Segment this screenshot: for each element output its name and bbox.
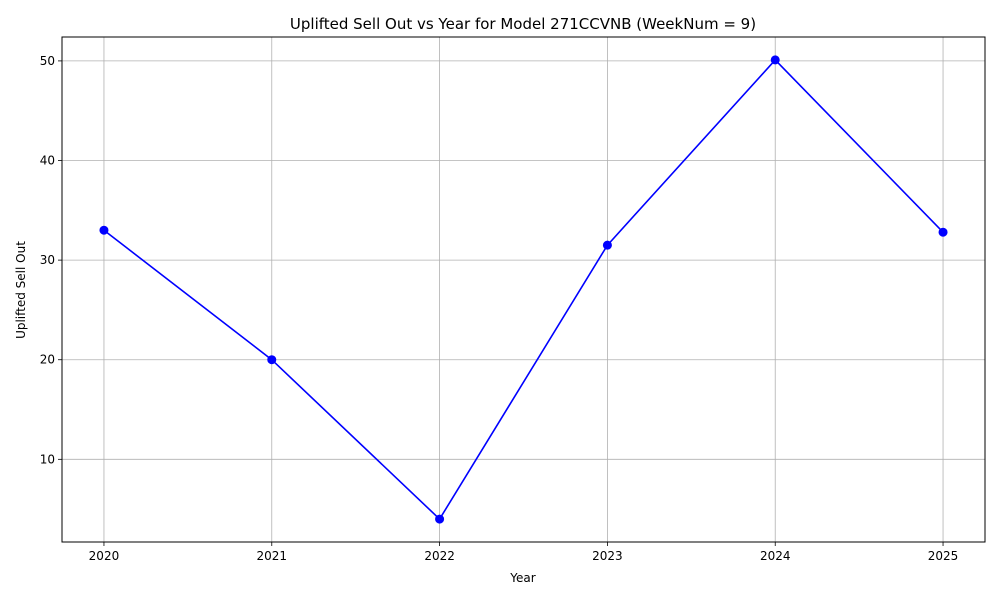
plot-area [61, 36, 986, 543]
x-axis-label: Year [509, 571, 535, 585]
y-tick-label: 10 [40, 452, 55, 466]
data-point-marker [938, 227, 948, 237]
y-tick-label: 50 [40, 54, 55, 68]
y-axis-label: Uplifted Sell Out [14, 241, 28, 339]
series-line-layer [99, 55, 948, 524]
x-tick-label: 2025 [928, 549, 959, 563]
x-tick-label: 2024 [760, 549, 791, 563]
chart-title: Uplifted Sell Out vs Year for Model 271C… [290, 15, 756, 33]
grid [62, 37, 985, 542]
x-tick-label: 2020 [89, 549, 120, 563]
data-point-marker [267, 355, 277, 365]
x-tick-label: 2023 [592, 549, 623, 563]
y-tick-label: 40 [40, 154, 55, 168]
y-tick-label: 30 [40, 253, 55, 267]
x-axis-ticks: 2020 2021 2022 2023 2024 2025 [89, 542, 959, 563]
data-point-marker [602, 240, 612, 250]
x-tick-label: 2021 [256, 549, 287, 563]
y-axis-ticks: 10 20 30 40 50 [40, 54, 62, 466]
data-point-marker [435, 514, 445, 524]
y-tick-label: 20 [40, 353, 55, 367]
data-point-marker [99, 225, 109, 235]
data-point-marker [770, 55, 780, 65]
x-tick-label: 2022 [424, 549, 455, 563]
series-line [103, 58, 944, 521]
